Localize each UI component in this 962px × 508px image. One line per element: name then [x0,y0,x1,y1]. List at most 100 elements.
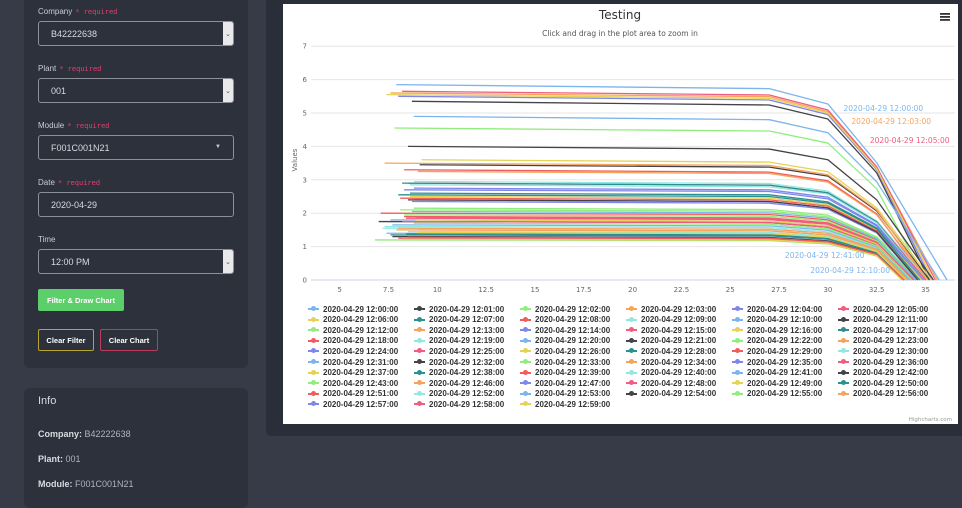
legend-marker-icon [732,359,743,364]
legend-item[interactable]: 2020-04-29 12:55:00 [732,389,822,399]
legend-item[interactable]: 2020-04-29 12:01:00 [414,304,504,314]
legend-item[interactable]: 2020-04-29 12:13:00 [414,325,504,335]
data-label: 2020-04-29 12:00:00 [844,104,924,113]
legend-marker-icon [520,359,531,364]
clear-chart-button[interactable]: Clear Chart [100,329,158,351]
filter-draw-chart-button[interactable]: Filter & Draw Chart [38,289,124,311]
legend-item[interactable]: 2020-04-29 12:52:00 [414,389,504,399]
legend-label: 2020-04-29 12:13:00 [429,325,505,335]
legend-label: 2020-04-29 12:03:00 [641,304,717,314]
series-line [404,214,917,281]
legend-marker-icon [414,306,425,311]
module-select[interactable]: F001C001N21 ▼ [38,135,234,160]
y-tick-label: 4 [303,143,308,151]
legend-item[interactable]: 2020-04-29 12:29:00 [732,346,822,356]
legend-item[interactable]: 2020-04-29 12:43:00 [308,378,398,388]
legend-label: 2020-04-29 12:36:00 [853,357,929,367]
legend-item[interactable]: 2020-04-29 12:51:00 [308,389,398,399]
legend-marker-icon [626,348,637,354]
legend-item[interactable]: 2020-04-29 12:40:00 [626,368,716,378]
legend-item[interactable]: 2020-04-29 12:30:00 [838,346,928,356]
series-line [413,115,940,281]
legend-item[interactable]: 2020-04-29 12:20:00 [520,336,610,346]
legend-item[interactable]: 2020-04-29 12:31:00 [308,357,398,367]
legend-item[interactable]: 2020-04-29 12:54:00 [626,389,716,399]
legend-marker-icon [414,359,425,364]
series-line [411,210,917,281]
legend-item[interactable]: 2020-04-29 12:08:00 [520,315,610,325]
legend-item[interactable]: 2020-04-29 12:25:00 [414,346,504,356]
legend-item[interactable]: 2020-04-29 12:21:00 [626,336,716,346]
legend-item[interactable]: 2020-04-29 12:15:00 [626,325,716,335]
legend-item[interactable]: 2020-04-29 12:22:00 [732,336,822,346]
legend-item[interactable]: 2020-04-29 12:24:00 [308,346,398,356]
legend-item[interactable]: 2020-04-29 12:14:00 [520,325,610,335]
chart-container[interactable]: Testing Click and drag in the plot area t… [283,4,958,424]
time-select[interactable]: 12:00 PM ⌄ [38,249,234,274]
legend-item[interactable]: 2020-04-29 12:58:00 [414,399,504,409]
company-select[interactable]: B42222638 ⌄ [38,21,234,46]
legend-item[interactable]: 2020-04-29 12:10:00 [732,315,822,325]
legend-label: 2020-04-29 12:18:00 [323,336,399,346]
legend-item[interactable]: 2020-04-29 12:34:00 [626,357,716,367]
legend-item[interactable]: 2020-04-29 12:09:00 [626,315,716,325]
legend-item[interactable]: 2020-04-29 12:12:00 [308,325,398,335]
x-tick-label: 10 [433,286,442,294]
legend-item[interactable]: 2020-04-29 12:28:00 [626,346,716,356]
legend-item[interactable]: 2020-04-29 12:41:00 [732,368,822,378]
date-input[interactable]: 2020-04-29 [38,192,234,217]
legend-item[interactable]: 2020-04-29 12:05:00 [838,304,928,314]
legend-item[interactable]: 2020-04-29 12:56:00 [838,389,928,399]
plant-select[interactable]: 001 ⌄ [38,78,234,103]
menu-bar [940,19,950,21]
legend-item[interactable]: 2020-04-29 12:59:00 [520,399,610,409]
legend-item[interactable]: 2020-04-29 12:07:00 [414,315,504,325]
legend-marker-icon [520,337,531,343]
legend-label: 2020-04-29 12:08:00 [535,315,611,325]
legend-item[interactable]: 2020-04-29 12:03:00 [626,304,716,314]
legend-marker-icon [732,348,743,354]
legend-item[interactable]: 2020-04-29 12:47:00 [520,378,610,388]
legend-label: 2020-04-29 12:15:00 [641,325,717,335]
legend-item[interactable]: 2020-04-29 12:35:00 [732,357,822,367]
clear-filter-button[interactable]: Clear Filter [38,329,94,351]
legend-item[interactable]: 2020-04-29 12:49:00 [732,378,822,388]
legend-item[interactable]: 2020-04-29 12:53:00 [520,389,610,399]
legend-marker-icon [520,390,531,396]
legend-marker-icon [414,337,425,343]
legend-item[interactable]: 2020-04-29 12:19:00 [414,336,504,346]
legend-item[interactable]: 2020-04-29 12:17:00 [838,325,928,335]
legend-marker-icon [838,327,849,333]
legend-item[interactable]: 2020-04-29 12:48:00 [626,378,716,388]
legend-item[interactable]: 2020-04-29 12:04:00 [732,304,822,314]
legend-item[interactable]: 2020-04-29 12:32:00 [414,357,504,367]
legend-item[interactable]: 2020-04-29 12:36:00 [838,357,928,367]
y-tick-label: 6 [303,76,308,84]
credits-link[interactable]: Highcharts.com [909,417,952,423]
legend-item[interactable]: 2020-04-29 12:42:00 [838,368,928,378]
legend-item[interactable]: 2020-04-29 12:16:00 [732,325,822,335]
legend-item[interactable]: 2020-04-29 12:06:00 [308,315,398,325]
legend-item[interactable]: 2020-04-29 12:02:00 [520,304,610,314]
legend-item[interactable]: 2020-04-29 12:37:00 [308,368,398,378]
legend-item[interactable]: 2020-04-29 12:26:00 [520,346,610,356]
legend-marker-icon [520,380,531,386]
legend-item[interactable]: 2020-04-29 12:46:00 [414,378,504,388]
line-chart[interactable]: Testing Click and drag in the plot area t… [283,4,958,424]
data-label: 2020-04-29 12:10:00 [810,266,890,275]
legend-marker-icon [414,316,425,322]
legend-item[interactable]: 2020-04-29 12:50:00 [838,378,928,388]
legend-label: 2020-04-29 12:37:00 [323,368,399,378]
legend-item[interactable]: 2020-04-29 12:00:00 [308,304,398,314]
legend-item[interactable]: 2020-04-29 12:38:00 [414,368,504,378]
legend-item[interactable]: 2020-04-29 12:39:00 [520,368,610,378]
legend-item[interactable]: 2020-04-29 12:11:00 [838,315,928,325]
series-line [417,229,909,281]
legend-item[interactable]: 2020-04-29 12:23:00 [838,336,928,346]
legend-item[interactable]: 2020-04-29 12:33:00 [520,357,610,367]
series-line [413,180,928,281]
legend-marker-icon [308,316,319,322]
legend-item[interactable]: 2020-04-29 12:57:00 [308,399,398,409]
menu-hamburger-icon[interactable] [940,13,950,21]
legend-item[interactable]: 2020-04-29 12:18:00 [308,336,398,346]
